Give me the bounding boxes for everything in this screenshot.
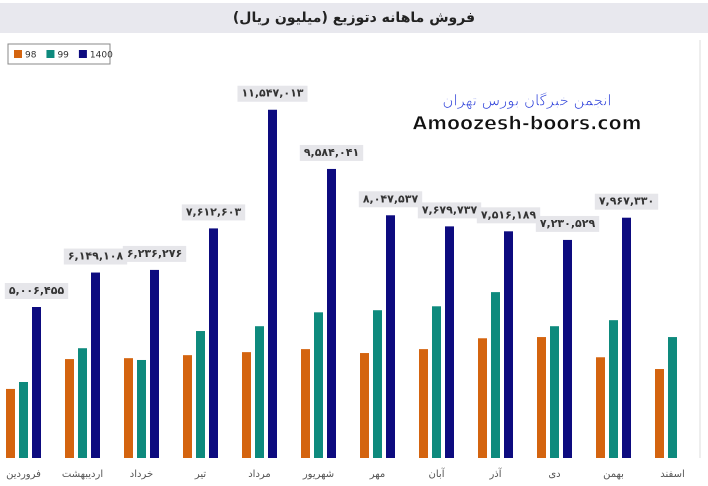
- bar: [504, 231, 513, 458]
- bar: [622, 217, 631, 458]
- data-label: ۶,۲۳۶,۲۷۶: [127, 247, 182, 260]
- x-tick-label: مهر: [369, 469, 385, 480]
- data-label-bg: [476, 207, 541, 224]
- legend-swatch: [14, 50, 22, 58]
- data-label-bg: [4, 283, 69, 300]
- bar: [78, 348, 87, 458]
- title-bar: [0, 3, 708, 33]
- bar: [65, 359, 74, 458]
- bar: [183, 355, 192, 458]
- data-label-bg: [63, 248, 128, 265]
- legend-swatch: [46, 50, 55, 58]
- legend-label: 98: [25, 51, 37, 61]
- bar: [268, 109, 277, 458]
- x-tick-label: دی: [548, 469, 560, 480]
- data-label: ۷,۵۱۶,۱۸۹: [481, 208, 537, 221]
- data-label: ۶,۱۴۹,۱۰۸: [68, 250, 124, 263]
- bar: [255, 326, 264, 458]
- bar: [373, 310, 382, 458]
- bar: [137, 359, 146, 458]
- bar: [419, 349, 428, 458]
- bar: [386, 215, 395, 458]
- data-label: ۸,۰۴۷,۵۳۷: [363, 192, 419, 205]
- x-tick-label: تیر: [194, 469, 207, 480]
- data-label-bg: [237, 85, 308, 102]
- data-label-bg: [122, 245, 187, 262]
- bar: [563, 239, 572, 458]
- legend-label: 1400: [90, 51, 113, 61]
- bar: [209, 228, 218, 458]
- legend-swatch: [78, 50, 87, 58]
- x-tick-label: مرداد: [248, 469, 271, 480]
- data-label: ۱۱,۵۴۷,۰۱۳: [241, 87, 303, 100]
- bar: [242, 352, 251, 458]
- x-tick-label: بهمن: [603, 469, 624, 480]
- bar: [6, 388, 15, 458]
- bar: [537, 337, 546, 458]
- bar: [150, 269, 159, 458]
- data-label-bg: [594, 193, 659, 210]
- data-label-bg: [535, 215, 600, 232]
- bar: [596, 357, 605, 458]
- data-label: ۷,۲۳۰,۵۲۹: [540, 217, 596, 230]
- bar: [196, 331, 205, 458]
- bar: [609, 320, 618, 458]
- x-tick-label: آبان: [429, 467, 446, 480]
- bar: [432, 306, 441, 458]
- data-label: ۹,۵۸۴,۰۴۱: [304, 146, 359, 159]
- data-label: ۷,۶۱۲,۶۰۳: [186, 205, 242, 218]
- bar: [668, 337, 677, 458]
- bar: [360, 353, 369, 458]
- bar: [655, 369, 664, 458]
- bar: [550, 326, 559, 458]
- data-label-bg: [417, 202, 482, 219]
- bar: [32, 307, 41, 458]
- data-label: ۷,۶۷۹,۷۳۷: [422, 203, 478, 216]
- bar: [445, 226, 454, 458]
- x-tick-label: شهریور: [302, 469, 334, 480]
- bar: [91, 272, 100, 458]
- bar: [478, 338, 487, 458]
- data-label-bg: [181, 204, 246, 221]
- bar: [301, 349, 310, 458]
- bar: [314, 312, 323, 458]
- data-label-bg: [358, 191, 423, 208]
- x-tick-label: خرداد: [130, 469, 153, 480]
- bar: [19, 381, 28, 458]
- bar: [491, 292, 500, 458]
- x-tick-label: اسفند: [660, 469, 684, 480]
- data-label: ۵,۰۰۶,۴۵۵: [9, 284, 65, 297]
- bar: [124, 358, 133, 458]
- legend-label: 99: [57, 51, 69, 61]
- x-tick-label: اردیبهشت: [62, 469, 103, 480]
- bar: [327, 168, 336, 459]
- legend-box: [7, 43, 111, 65]
- x-tick-label: آذر: [488, 467, 502, 480]
- watermark: انجمن خبرگان بورس تهران: [442, 92, 611, 110]
- x-tick-label: فروردین: [6, 469, 41, 480]
- chart-title: فروش ماهانه دتوزیع (میلیون ریال): [233, 10, 475, 26]
- data-label-bg: [299, 144, 364, 161]
- data-label: ۷,۹۶۷,۳۳۰: [599, 195, 654, 208]
- watermark: Amoozesh-boors.com: [413, 113, 642, 135]
